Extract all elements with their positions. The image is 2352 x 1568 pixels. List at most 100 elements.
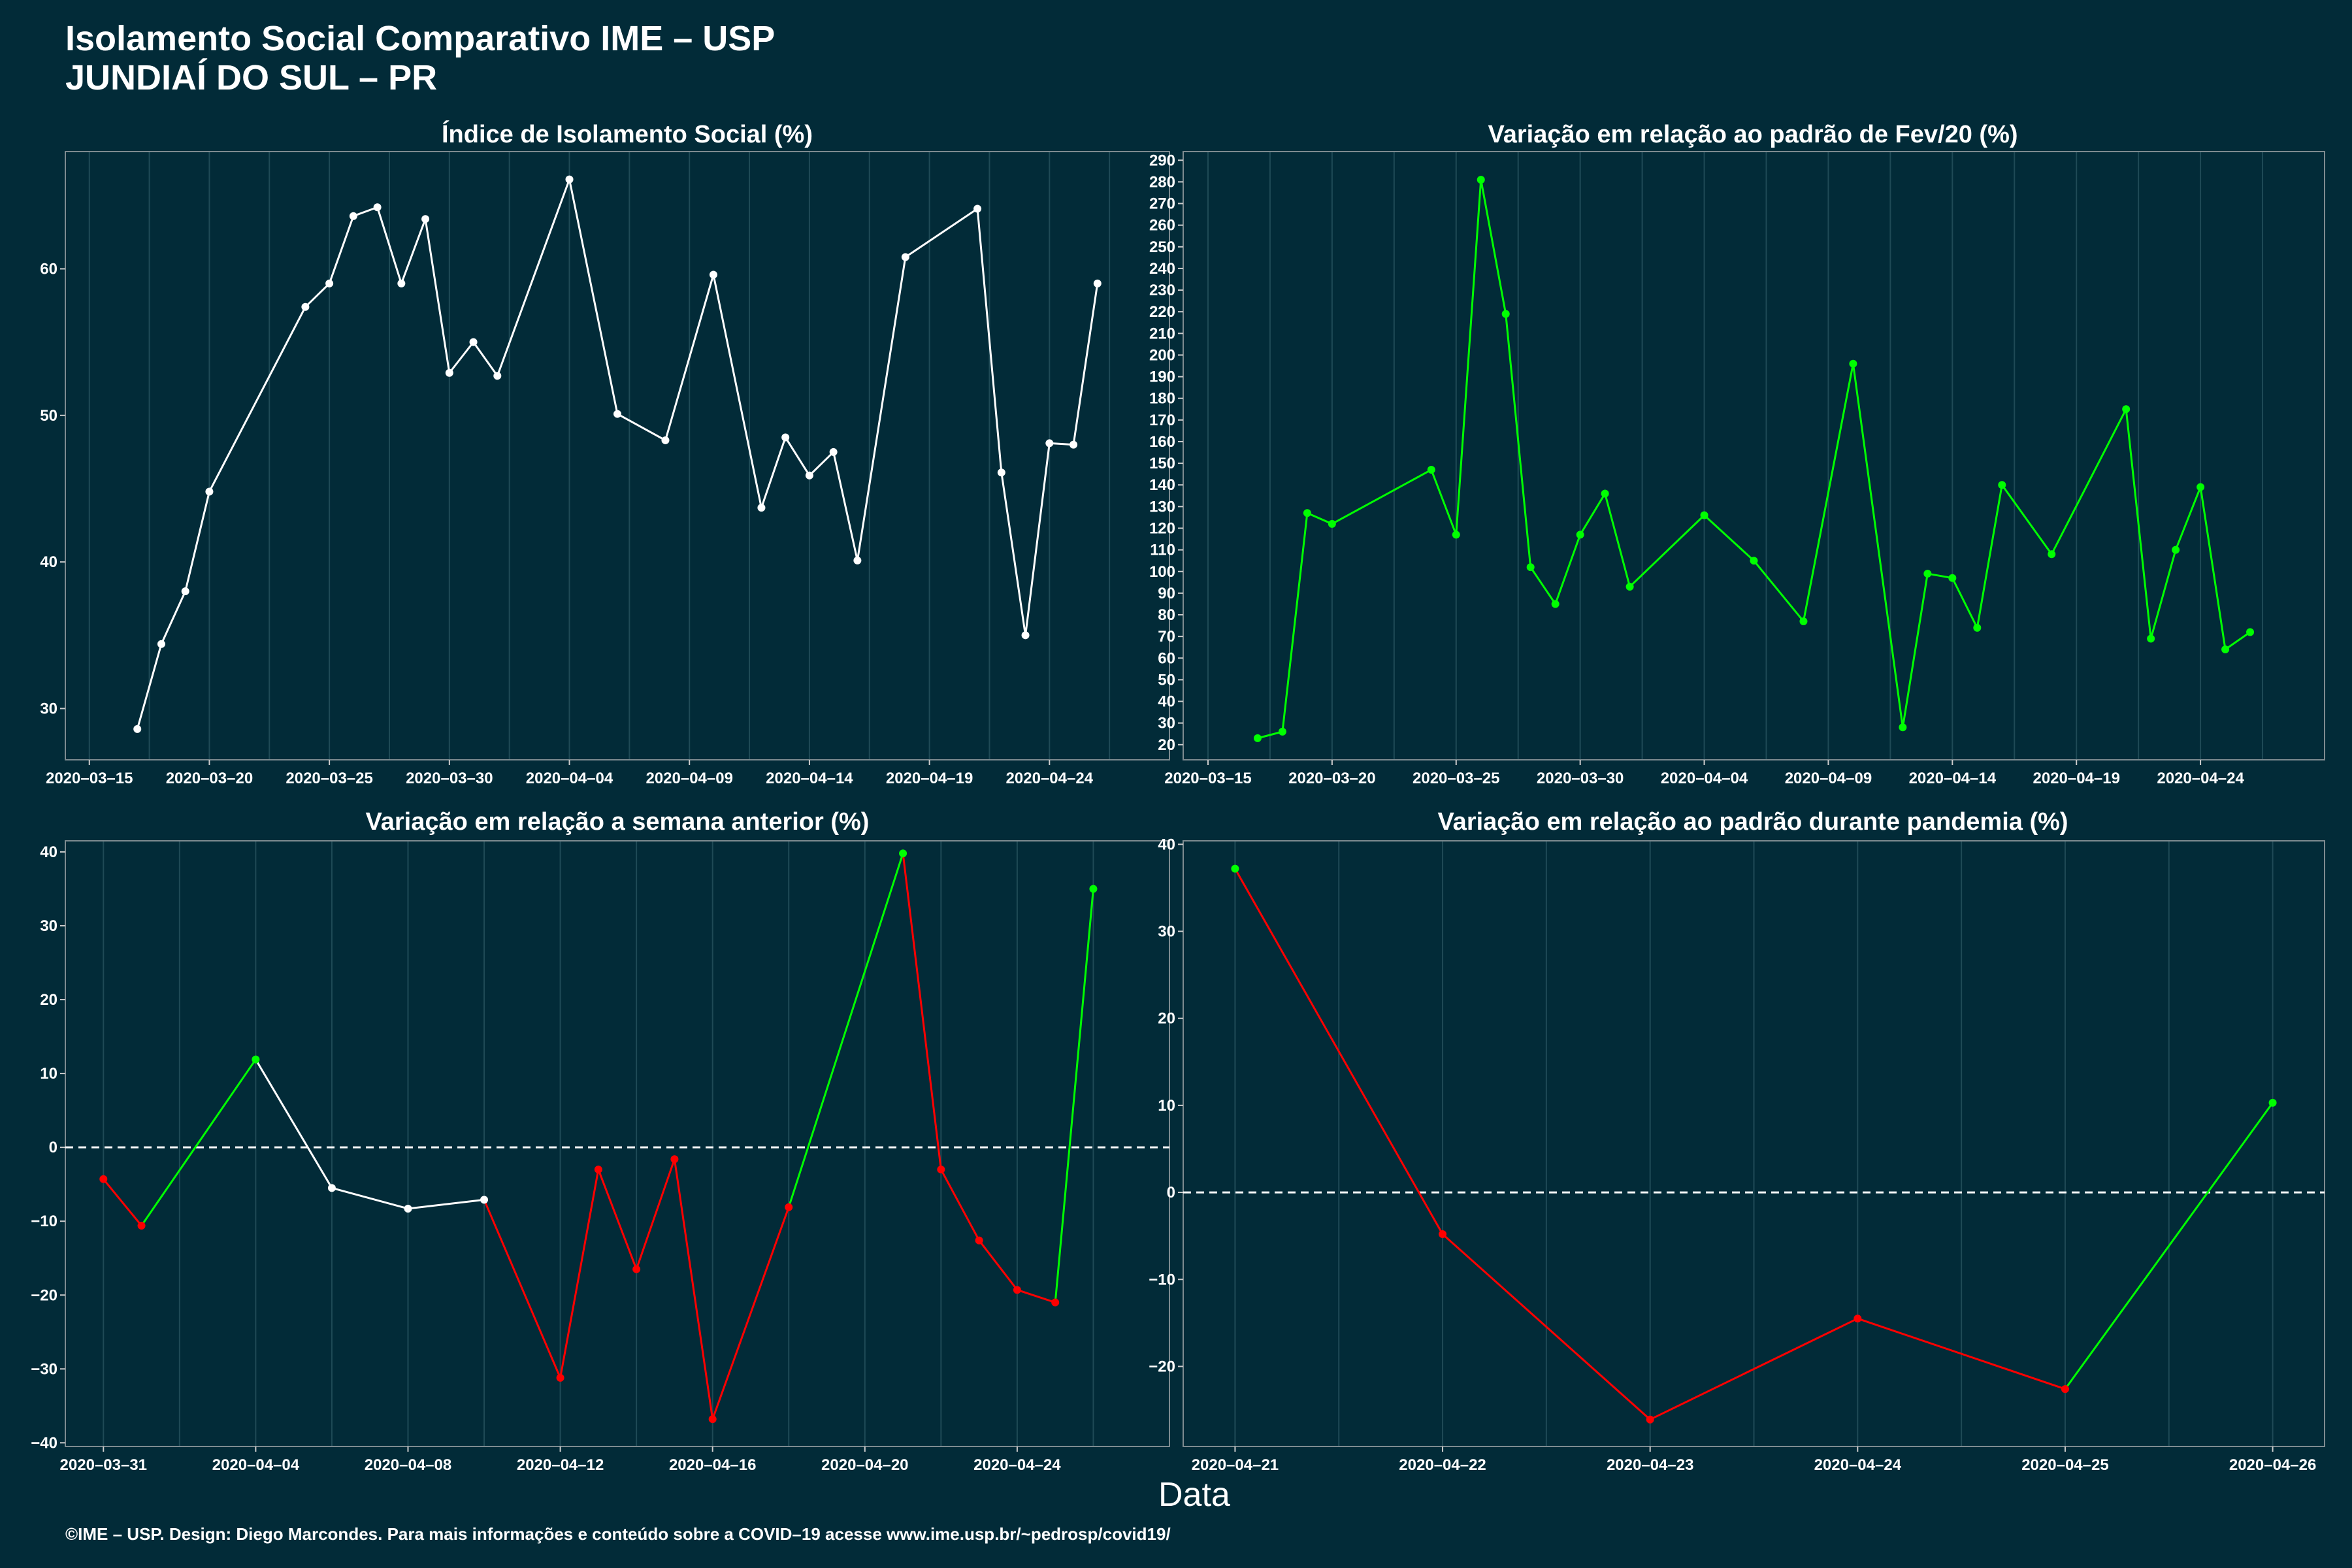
data-point xyxy=(1328,519,1336,528)
series-segment xyxy=(712,274,762,508)
series-segment xyxy=(787,853,904,1208)
series-segment xyxy=(559,1169,600,1379)
y-tick-label: 80 xyxy=(1158,606,1175,624)
series-segment xyxy=(902,853,942,1170)
data-point xyxy=(1750,557,1758,565)
series-segment xyxy=(1054,889,1094,1303)
y-tick-label: 20 xyxy=(40,991,57,1009)
data-point xyxy=(2197,483,2205,491)
data-point xyxy=(1089,885,1098,893)
series-segment xyxy=(496,179,570,376)
x-tick-label: 2020–04–21 xyxy=(1192,1456,1279,1474)
y-tick-label: 280 xyxy=(1149,173,1175,191)
y-tick-label: 0 xyxy=(49,1139,57,1156)
data-point xyxy=(373,203,382,212)
series-segment xyxy=(1976,484,2003,629)
series-segment xyxy=(1753,560,1805,622)
data-point xyxy=(1452,531,1460,539)
chart-subtitle: JUNDIAÍ DO SUL – PR xyxy=(65,58,438,97)
series-segment xyxy=(304,282,331,308)
x-tick-label: 2020–04–04 xyxy=(526,770,613,787)
data-point xyxy=(301,302,310,311)
data-point xyxy=(805,471,813,480)
x-tick-label: 2020–04–08 xyxy=(365,1456,451,1474)
data-point xyxy=(670,1155,679,1164)
data-point xyxy=(1899,723,1907,732)
y-tick-label: −20 xyxy=(31,1286,57,1304)
series-segment xyxy=(2001,484,2053,555)
series-segment xyxy=(208,306,306,493)
y-tick-label: 110 xyxy=(1150,542,1175,559)
data-point xyxy=(133,725,142,733)
plot-frame xyxy=(65,151,1170,760)
data-point xyxy=(2268,1098,2277,1107)
x-tick-label: 2020–04–25 xyxy=(2021,1456,2108,1474)
data-point xyxy=(613,410,621,418)
x-tick-label: 2020–03–15 xyxy=(46,770,133,787)
series-segment xyxy=(1703,514,1755,562)
data-point xyxy=(757,504,766,512)
x-tick-label: 2020–03–30 xyxy=(406,770,493,787)
plot-frame xyxy=(1183,840,2325,1447)
y-tick-label: 200 xyxy=(1149,346,1175,364)
y-tick-label: 40 xyxy=(1158,693,1175,711)
y-tick-label: 210 xyxy=(1149,325,1175,342)
series-segment xyxy=(1927,572,1953,580)
series-segment xyxy=(976,208,1003,473)
series-segment xyxy=(408,1198,485,1210)
x-tick-label: 2020–04–19 xyxy=(886,770,973,787)
series-segment xyxy=(2174,486,2202,551)
series-segment xyxy=(328,216,355,284)
data-point xyxy=(901,253,909,261)
chart-title: Isolamento Social Comparativo IME – USP xyxy=(65,19,776,58)
data-point xyxy=(1070,440,1078,449)
series-segment xyxy=(978,1239,1019,1291)
series-segment xyxy=(1852,363,1904,728)
y-tick-label: 30 xyxy=(40,700,57,717)
data-point xyxy=(1576,531,1584,539)
x-axis-label: Data xyxy=(1158,1476,1230,1514)
data-point xyxy=(556,1373,564,1382)
series-segment xyxy=(103,1178,142,1226)
series-segment xyxy=(1072,283,1099,445)
series-segment xyxy=(1951,578,1978,629)
y-tick-label: 20 xyxy=(1158,736,1175,754)
series-segment xyxy=(617,413,666,442)
series-segment xyxy=(255,1058,333,1189)
y-tick-label: 160 xyxy=(1149,433,1175,451)
y-tick-label: 290 xyxy=(1149,152,1175,169)
series-segment xyxy=(184,491,210,592)
data-point xyxy=(1303,509,1311,517)
x-tick-label: 2020–04–24 xyxy=(1814,1456,1902,1474)
y-tick-label: 50 xyxy=(40,407,57,425)
data-point xyxy=(1849,359,1857,368)
data-point xyxy=(1021,631,1030,640)
data-point xyxy=(1923,570,1932,578)
x-tick-label: 2020–04–26 xyxy=(2229,1456,2316,1474)
series-segment xyxy=(1049,442,1074,446)
data-point xyxy=(137,1221,146,1230)
data-point xyxy=(1973,623,1982,632)
y-tick-label: 180 xyxy=(1149,390,1175,408)
data-point xyxy=(829,448,838,456)
data-point xyxy=(99,1175,108,1183)
series-segment xyxy=(1234,868,1444,1235)
data-point xyxy=(2048,550,2056,559)
x-tick-label: 2020–03–30 xyxy=(1537,770,1624,787)
y-tick-label: 70 xyxy=(1158,628,1175,645)
y-tick-label: 40 xyxy=(40,843,57,861)
x-tick-label: 2020–04–24 xyxy=(2157,770,2244,787)
y-tick-label: 50 xyxy=(1158,671,1175,689)
series-segment xyxy=(940,1169,980,1241)
data-point xyxy=(1253,734,1262,742)
series-segment xyxy=(160,591,187,645)
data-point xyxy=(1854,1315,1862,1323)
series-segment xyxy=(2199,487,2227,650)
series-segment xyxy=(2149,549,2177,639)
data-point xyxy=(781,433,790,442)
x-tick-label: 2020–04–20 xyxy=(821,1456,908,1474)
series-segment xyxy=(2125,409,2152,639)
y-tick-label: 60 xyxy=(1158,649,1175,667)
data-point xyxy=(181,587,189,596)
x-tick-label: 2020–04–23 xyxy=(1607,1456,1693,1474)
